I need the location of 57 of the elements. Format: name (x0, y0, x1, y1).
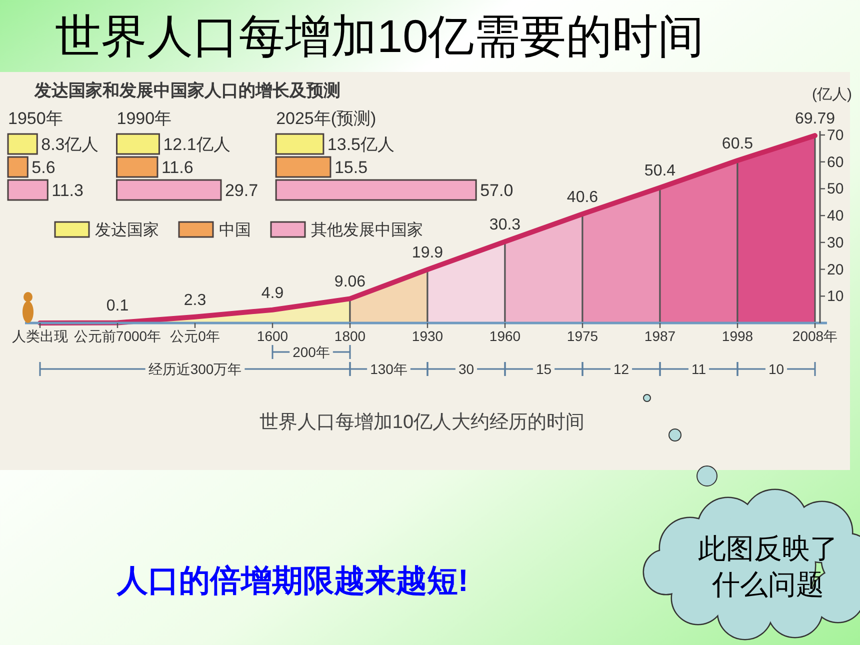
text: 10 (768, 361, 784, 377)
x-tick-label: 1800 (334, 328, 366, 344)
x-tick-label: 公元0年 (170, 328, 220, 344)
text: 世界人口每增加10亿人大约经历的时间 (259, 412, 585, 433)
data-label: 4.9 (261, 284, 284, 302)
text: 200年 (292, 344, 330, 360)
text: 人口的倍增期限越来越短! (116, 563, 468, 598)
y-axis-title: (亿人) (812, 86, 852, 103)
data-label: 2.3 (184, 292, 206, 309)
x-tick-label: 1960 (489, 328, 521, 344)
x-tick-label: 1998 (722, 328, 754, 344)
data-label: 30.3 (489, 216, 521, 234)
data-label: 29.7 (224, 181, 258, 200)
data-label: 11.3 (52, 181, 84, 200)
text: 12 (613, 361, 630, 377)
data-label: 12.1亿人 (163, 135, 230, 154)
text: 130年 (370, 361, 408, 377)
text: 11 (691, 361, 706, 377)
chart-subtitle: 1990年 (116, 109, 172, 128)
x-tick-label: 1930 (412, 328, 444, 344)
y-tick-label: 40 (827, 208, 844, 225)
x-tick-label: 1600 (256, 328, 288, 344)
y-tick-label: 70 (827, 127, 844, 144)
y-tick-label: 60 (827, 154, 844, 171)
chart-subtitle: 1950年 (8, 109, 63, 128)
text: 30 (458, 361, 474, 377)
x-tick-label: 人类出现 (12, 328, 68, 344)
data-label: 69.79 (794, 110, 836, 128)
x-tick-label: 公元前7000年 (74, 328, 162, 344)
chart-title: 世界人口每增加10亿需要的时间 (55, 10, 704, 62)
data-label: 50.4 (644, 162, 676, 180)
y-tick-label: 10 (827, 288, 844, 306)
data-label: 19.9 (412, 244, 444, 262)
x-tick-label: 1975 (566, 328, 598, 344)
chart-subtitle: 2025年(预测) (276, 109, 376, 128)
data-label: 5.6 (32, 158, 56, 177)
data-label: 60.5 (722, 136, 754, 153)
text: 15 (536, 361, 552, 377)
legend-label: 中国 (219, 221, 251, 239)
data-label: 9.06 (334, 274, 366, 291)
data-label: 40.6 (566, 188, 598, 206)
text: 经历近300万年 (148, 361, 242, 377)
legend-label: 其他发展中国家 (311, 221, 423, 239)
x-tick-label: 1987 (644, 328, 676, 344)
legend-label: 发达国家 (95, 221, 159, 239)
y-tick-label: 30 (827, 234, 844, 252)
data-label: 13.5亿人 (327, 135, 395, 154)
text: 此图反映了什么问题 (698, 533, 838, 600)
data-label: 8.3亿人 (41, 135, 99, 154)
chart-title: 发达国家和发展中国家人口的增长及预测 (33, 81, 340, 100)
data-label: 15.5 (334, 158, 368, 177)
data-label: 11.6 (161, 158, 194, 177)
data-label: 0.1 (106, 298, 129, 315)
data-label: 57.0 (480, 181, 514, 200)
y-tick-label: 20 (827, 261, 844, 278)
x-tick-label: 2008年 (792, 328, 838, 344)
y-tick-label: 50 (827, 180, 844, 198)
